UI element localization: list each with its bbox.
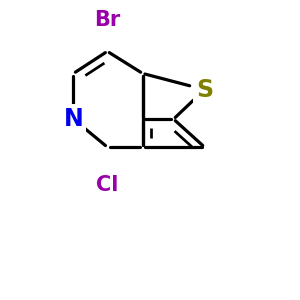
Text: S: S [196, 78, 213, 102]
Text: N: N [64, 107, 83, 131]
Text: Cl: Cl [96, 175, 118, 195]
Text: Br: Br [94, 11, 120, 30]
